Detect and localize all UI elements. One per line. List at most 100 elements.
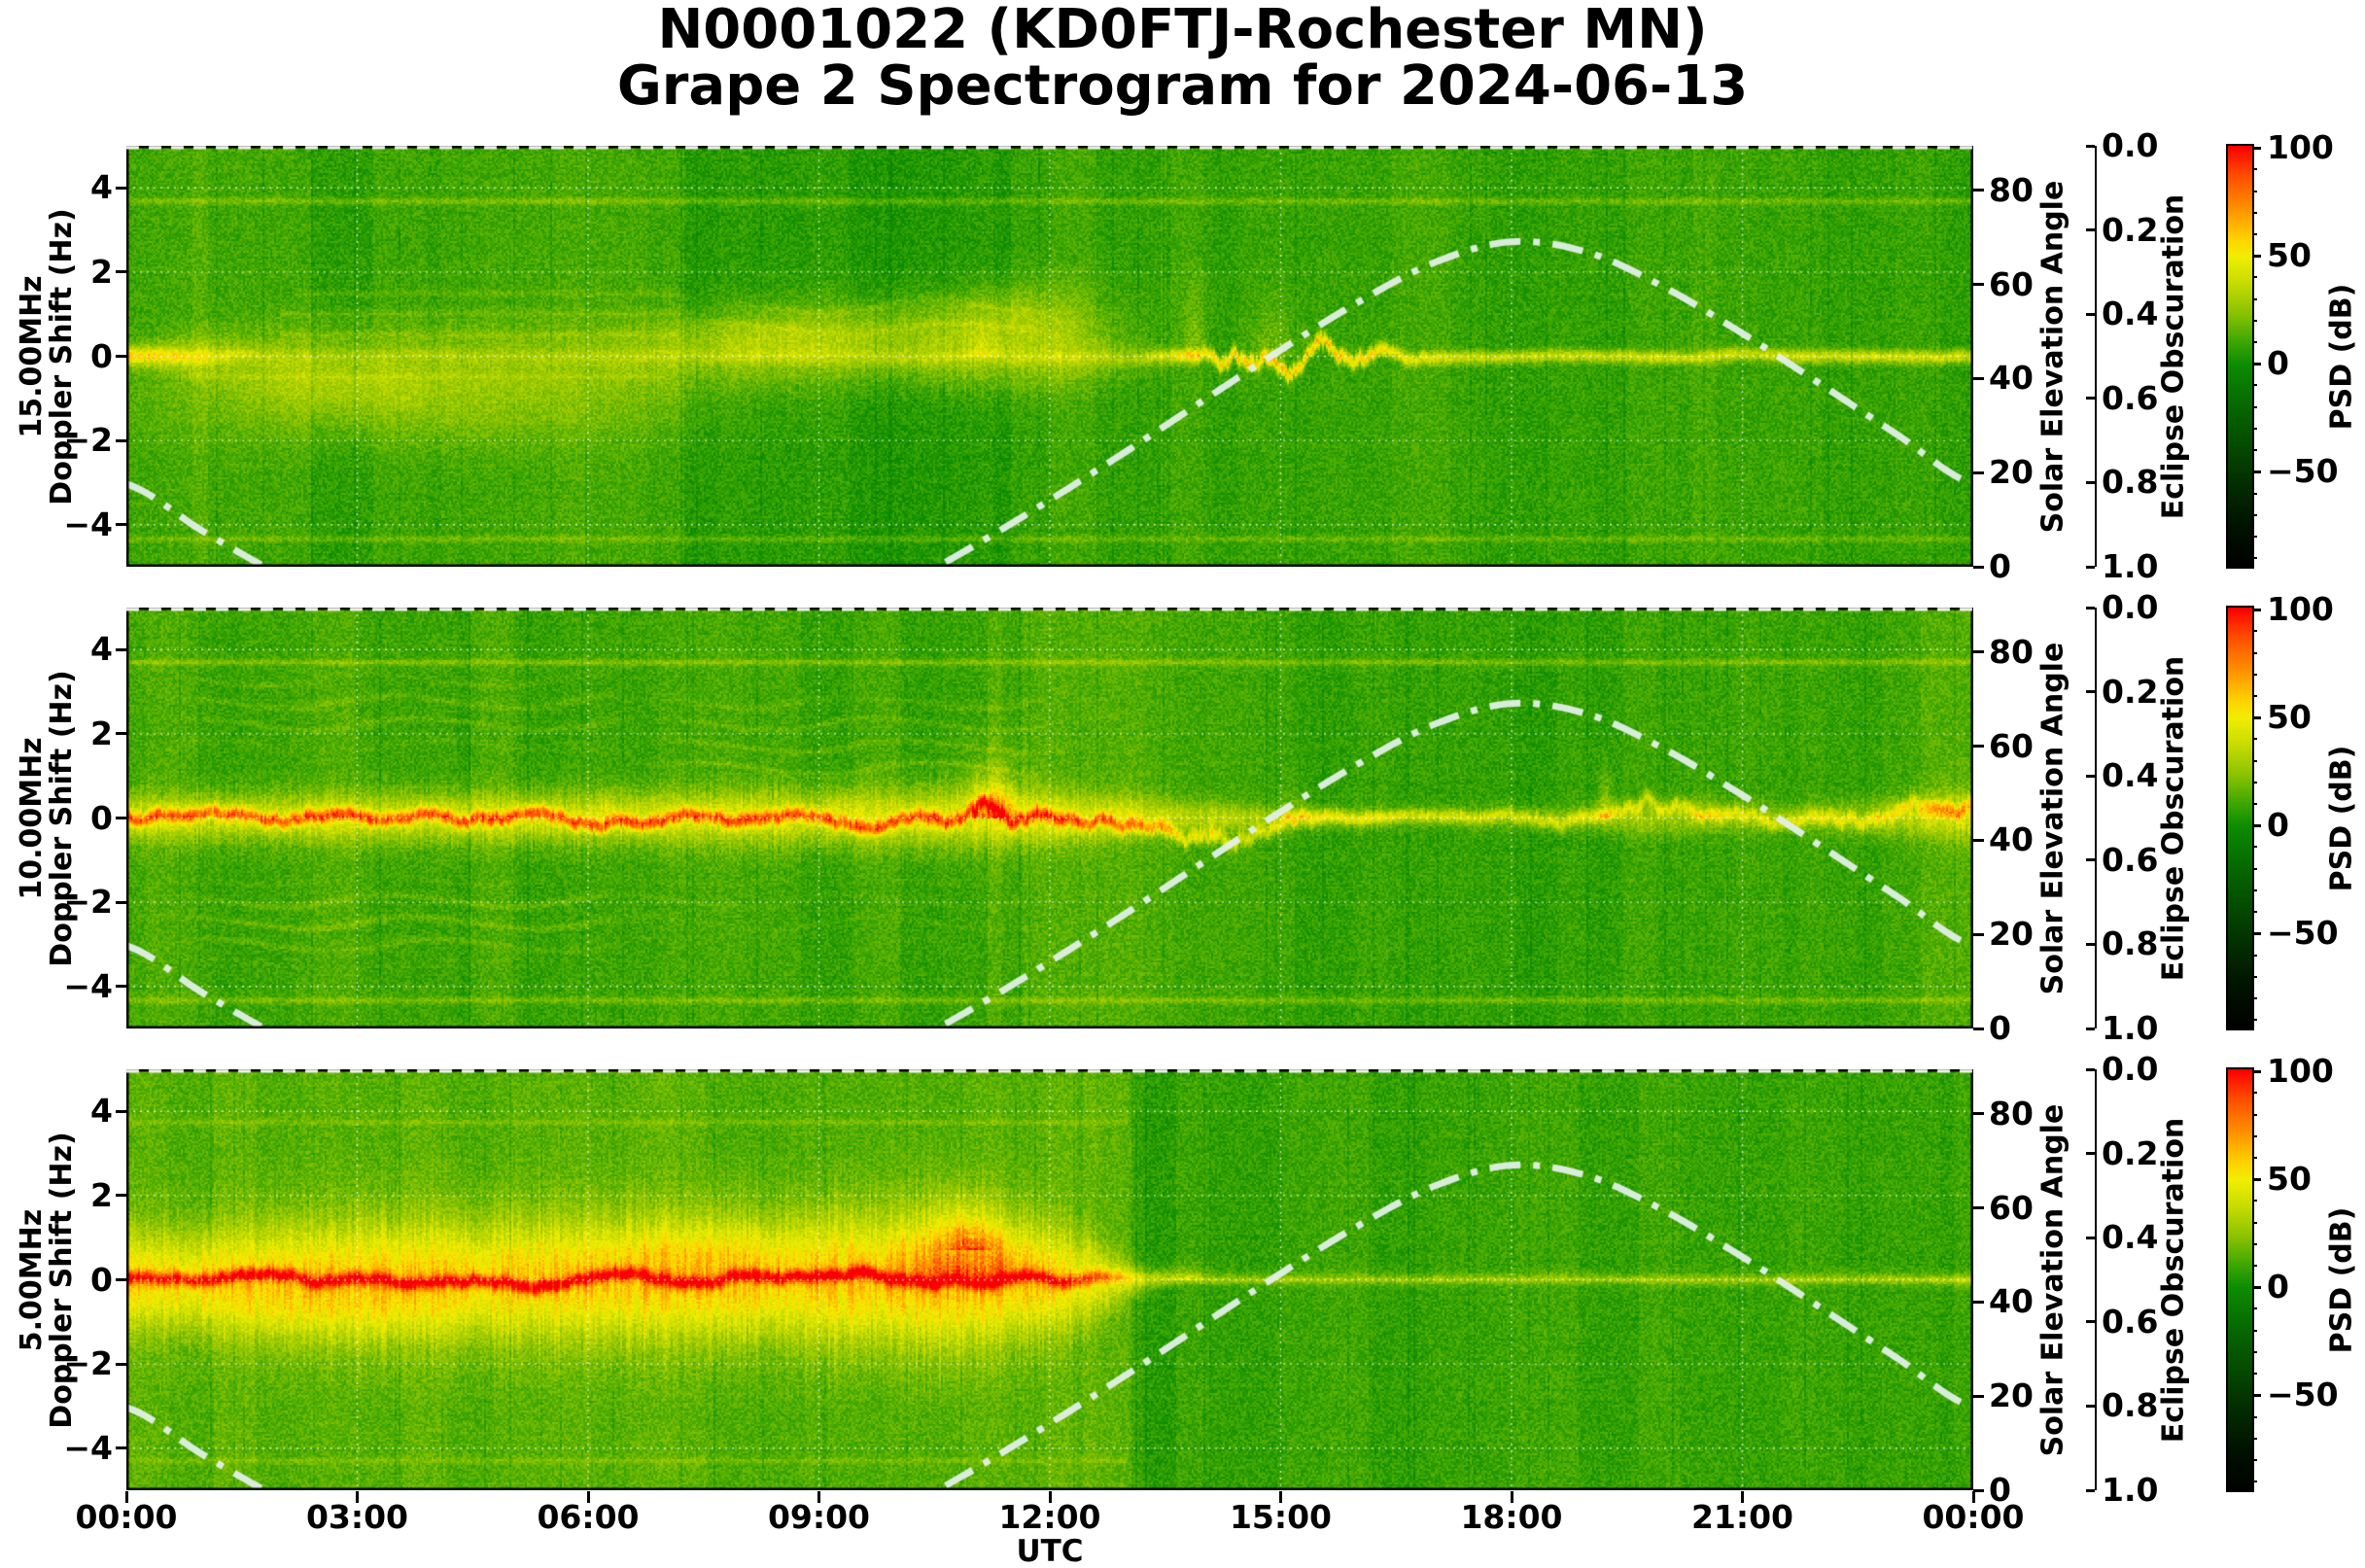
colorbar-frame [2226,1067,2254,1492]
colorbar-tick-mark [2252,1285,2261,1289]
y-tick-mark [116,523,126,527]
solar-tick-mark [1973,470,1984,474]
colorbar-minor-tick [2252,1019,2257,1022]
colorbar-minor-tick [2252,911,2257,914]
colorbar-minor-tick [2252,1113,2257,1116]
colorbar-15mhz [2228,146,2252,567]
eclipse-tick-label: 0.2 [2102,210,2159,249]
colorbar-tick-label: 50 [2267,698,2312,737]
y-axis-title-frequency: 5.00MHz [15,1208,49,1351]
colorbar-minor-tick [2252,557,2257,560]
eclipse-axis-title: Eclipse Obscuration [2156,1117,2191,1443]
solar-tick-label: 80 [1989,1094,2034,1132]
y-tick-label: 4 [90,168,113,207]
y-tick-mark [116,985,126,989]
eclipse-tick-label: 0.8 [2102,463,2159,502]
eclipse-tick-label: 0.4 [2102,756,2159,795]
colorbar-minor-tick [2252,803,2257,806]
eclipse-tick-mark [2086,144,2095,148]
spectrogram-panel-15mhz [126,146,1973,567]
colorbar-minor-tick [2252,1350,2257,1353]
colorbar-minor-tick [2252,1265,2257,1268]
y-tick-label: 2 [90,714,113,752]
colorbar-tick-label: −50 [2267,1376,2339,1414]
x-axis-title: UTC [1016,1534,1084,1568]
y-axis-title: 10.00MHz Doppler Shift (Hz) [15,670,79,966]
solar-axis-title: Solar Elevation Angle [2035,180,2070,533]
colorbar-minor-tick [2252,846,2257,849]
colorbar-minor-tick [2252,297,2257,300]
eclipse-axis-title: Eclipse Obscuration [2156,193,2191,519]
figure-title-line1: N0001022 (KD0FTJ-Rochester MN) [657,0,1708,61]
solar-tick-mark [1973,1394,1984,1398]
y-axis-title: 5.00MHz Doppler Shift (Hz) [15,1132,79,1428]
x-tick-label: 03:00 [305,1498,409,1536]
y-tick-mark [116,1446,126,1450]
colorbar-minor-tick [2252,1458,2257,1461]
colorbar-5mhz [2228,1069,2252,1490]
colorbar-frame [2226,606,2254,1030]
spectrogram-panel-5mhz [126,1069,1973,1490]
colorbar-tick-mark [2252,254,2261,258]
solar-tick-label: 20 [1989,915,2034,954]
solar-tick-label: 0 [1989,1471,2011,1509]
eclipse-tick-mark [2086,1236,2095,1239]
eclipse-tick-label: 0.2 [2102,672,2159,711]
colorbar-minor-tick [2252,1221,2257,1224]
x-tick-label: 09:00 [767,1498,871,1536]
figure-title: N0001022 (KD0FTJ-Rochester MN) Grape 2 S… [0,2,2365,115]
colorbar-minor-tick [2252,1329,2257,1332]
eclipse-tick-mark [2086,942,2095,946]
colorbar-minor-tick [2252,341,2257,344]
colorbar-minor-tick [2252,168,2257,171]
solar-tick-label: 80 [1989,170,2034,209]
colorbar-minor-tick [2252,1200,2257,1202]
solar-tick-mark [1973,650,1984,654]
colorbar-tick-label: −50 [2267,914,2339,953]
colorbar-minor-tick [2252,1157,2257,1160]
y-axis-title: 15.00MHz Doppler Shift (Hz) [15,208,79,505]
eclipse-tick-label: 1.0 [2102,547,2159,585]
solar-tick-mark [1973,1027,1984,1030]
colorbar-minor-tick [2252,535,2257,538]
eclipse-tick-label: 0.0 [2102,1050,2159,1088]
eclipse-tick-mark [2086,565,2095,569]
eclipse-tick-mark [2086,1152,2095,1156]
y-tick-label: −2 [63,1344,113,1383]
y-axis-title-frequency: 15.00MHz [15,274,49,438]
eclipse-axis-title: Eclipse Obscuration [2156,655,2191,981]
x-tick-label: 15:00 [1229,1498,1333,1536]
eclipse-tick-mark [2086,480,2095,484]
solar-tick-mark [1973,283,1984,287]
colorbar-tick-mark [2252,715,2261,719]
solar-tick-label: 20 [1989,453,2034,492]
colorbar-tick-mark [2252,146,2261,150]
y-tick-mark [116,355,126,358]
solar-tick-mark [1973,376,1984,380]
colorbar-tick-label: −50 [2267,452,2339,491]
y-tick-label: 2 [90,1175,113,1214]
colorbar-tick-label: 50 [2267,236,2312,275]
y-tick-mark [116,186,126,190]
colorbar-minor-tick [2252,867,2257,870]
y-tick-label: 0 [90,336,113,375]
y-tick-label: −4 [63,1428,113,1467]
colorbar-minor-tick [2252,1307,2257,1310]
solar-tick-mark [1973,565,1984,569]
eclipse-tick-mark [2086,774,2095,778]
colorbar-minor-tick [2252,492,2257,495]
colorbar-minor-tick [2252,513,2257,516]
solar-tick-label: 20 [1989,1376,2034,1415]
eclipse-axis-spine [2095,1069,2097,1490]
colorbar-tick-label: 0 [2267,344,2289,383]
colorbar-minor-tick [2252,233,2257,236]
eclipse-tick-label: 0.4 [2102,1218,2159,1257]
solar-tick-mark [1973,838,1984,842]
y-axis-title-frequency: 10.00MHz [15,736,49,900]
colorbar-minor-tick [2252,651,2257,654]
eclipse-tick-label: 0.8 [2102,924,2159,963]
colorbar-minor-tick [2252,405,2257,408]
colorbar-minor-tick [2252,738,2257,741]
x-tick-mark [1971,1491,1975,1503]
